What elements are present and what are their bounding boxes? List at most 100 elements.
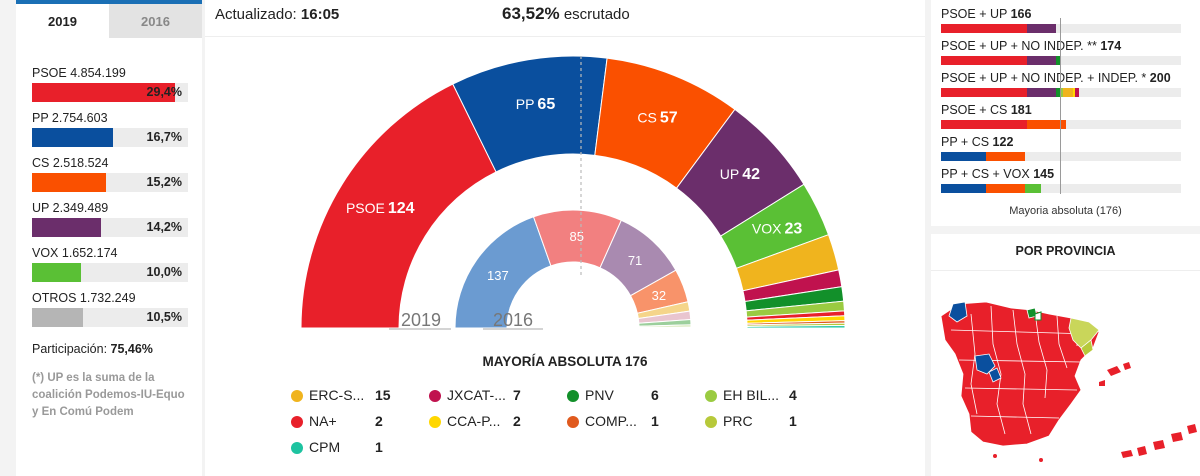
map-balearic [1099, 362, 1131, 386]
map-erc-catalonia2 [1080, 339, 1094, 357]
majority-note: Mayoria absoluta (176) [1009, 205, 1122, 217]
seat-arc-2016[interactable] [454, 216, 552, 329]
coalition-segment [1025, 184, 1042, 193]
coalition-segment [941, 24, 1027, 33]
party-pct: 15,2% [146, 175, 182, 189]
party-bar-track: 14,2% [32, 218, 188, 237]
coalition-bar [941, 88, 1181, 97]
coalition-label: PP + CS 122 [941, 134, 1191, 150]
party-pct: 10,5% [146, 310, 182, 324]
coalition-row: PP + CS + VOX 145 [941, 166, 1191, 193]
map-pp-galicia [948, 301, 968, 323]
party-bar-fill [32, 83, 176, 102]
map-ceuta [993, 454, 997, 458]
seat-arc-2019-psoe[interactable] [300, 83, 497, 329]
province-borders [950, 305, 1092, 435]
spain-province-map[interactable] [931, 274, 1200, 476]
coalition-bar [941, 24, 1181, 33]
party-name: OTROS 1.732.249 [32, 291, 136, 305]
seat-arc-2016[interactable] [638, 326, 692, 329]
seat-label-2019: UP 42 [720, 166, 760, 183]
legend-seats: 15 [375, 387, 391, 403]
legend-party: CPM [309, 439, 341, 455]
legend-swatch [291, 390, 303, 402]
coalition-seats: 174 [1100, 39, 1122, 53]
coalition-name: PSOE + UP [941, 7, 1008, 21]
legend-item: EH BIL... 4 [705, 386, 855, 406]
seat-label-2016: 71 [628, 253, 642, 268]
coalition-row: PSOE + UP + NO INDEP. ** 174 [941, 38, 1191, 65]
legend-item: PRC 1 [705, 412, 855, 432]
coalition-row: PP + CS 122 [941, 134, 1191, 161]
party-name: PSOE 4.854.199 [32, 66, 126, 80]
seat-label-2019: VOX 23 [752, 221, 802, 238]
legend-seats: 1 [651, 413, 659, 429]
participation: Participación: 75,46% [32, 342, 153, 356]
coalition-seats: 200 [1149, 71, 1171, 85]
coalition-segment [1026, 88, 1056, 97]
scrutiny-label: escrutado [563, 6, 630, 23]
tab-2016[interactable]: 2016 [109, 4, 202, 38]
seat-label-2016: 137 [487, 268, 509, 283]
updated-label: Actualizado: [215, 6, 297, 23]
coalition-segment [1026, 24, 1056, 33]
party-name: PP 2.754.603 [32, 111, 108, 125]
legend-item: NA+ 2 [291, 412, 441, 432]
year-tabs: 2019 2016 [16, 4, 202, 38]
scrutiny-header: Actualizado: 16:05 63,52% escrutado [205, 0, 925, 32]
coalition-segment [1074, 88, 1080, 97]
year-label-2019: 2019 [401, 310, 441, 330]
coalition-label: PSOE + UP + NO INDEP. + INDEP. * 200 [941, 70, 1191, 86]
coalition-label: PSOE + UP + NO INDEP. ** 174 [941, 38, 1191, 54]
coalition-segment [1055, 56, 1061, 65]
coalitions-panel: PSOE + UP 166 PSOE + UP + NO INDEP. ** 17… [931, 0, 1200, 226]
updated-value: 16:05 [300, 6, 340, 23]
party-pct: 29,4% [146, 85, 182, 99]
coalition-bar [941, 152, 1181, 161]
legend-swatch [291, 442, 303, 454]
legend-seats: 4 [789, 387, 797, 403]
coalition-segment [941, 184, 987, 193]
coalition-segment [986, 184, 1026, 193]
coalition-seats: 145 [1033, 167, 1055, 181]
party-votes-panel: 2019 2016 PSOE 4.854.199 29,4% PP 2.754.60… [16, 0, 202, 476]
legend-swatch [291, 416, 303, 428]
party-name: VOX 1.652.174 [32, 246, 118, 260]
party-name: CS 2.518.524 [32, 156, 109, 170]
coalition-bar [941, 56, 1181, 65]
coalition-name: PP + CS + VOX [941, 167, 1030, 181]
party-bar-fill [32, 128, 114, 147]
legend-item: COMP... 1 [567, 412, 717, 432]
legend-swatch [429, 416, 441, 428]
seat-label-2019: PSOE 124 [346, 200, 415, 217]
province-divider [931, 270, 1200, 271]
legend-item: JXCAT-... 7 [429, 386, 579, 406]
coalition-label: PSOE + CS 181 [941, 102, 1191, 118]
legend-seats: 1 [789, 413, 797, 429]
coalition-segment [941, 152, 987, 161]
year-label-2016: 2016 [493, 310, 533, 330]
seat-label-2016: 32 [652, 288, 666, 303]
legend-party: PRC [723, 413, 753, 429]
legend-party: COMP... [585, 413, 637, 429]
seat-label-2019: PP 65 [516, 96, 556, 113]
coalition-row: PSOE + CS 181 [941, 102, 1191, 129]
coalition-name: PSOE + CS [941, 103, 1008, 117]
coalition-seats: 181 [1010, 103, 1032, 117]
legend-seats: 2 [513, 413, 521, 429]
map-pp-castilla2 [988, 367, 1002, 383]
legend-swatch [705, 390, 717, 402]
coalition-bar [941, 184, 1181, 193]
party-pct: 10,0% [146, 265, 182, 279]
party-bar-track: 15,2% [32, 173, 188, 192]
party-row: PP 2.754.603 16,7% [32, 111, 202, 147]
seat-arc-2019-cpm[interactable] [746, 325, 846, 329]
right-panel: PSOE + UP 166 PSOE + UP + NO INDEP. ** 17… [931, 0, 1200, 476]
coalition-name: PSOE + UP + NO INDEP. + INDEP. * [941, 71, 1147, 85]
legend-item: CPM 1 [291, 438, 441, 458]
province-panel: POR PROVINCIA [931, 234, 1200, 476]
hemicycle-panel: Actualizado: 16:05 63,52% escrutado PSOE… [205, 0, 925, 476]
party-row: CS 2.518.524 15,2% [32, 156, 202, 192]
tab-2019[interactable]: 2019 [16, 4, 109, 38]
